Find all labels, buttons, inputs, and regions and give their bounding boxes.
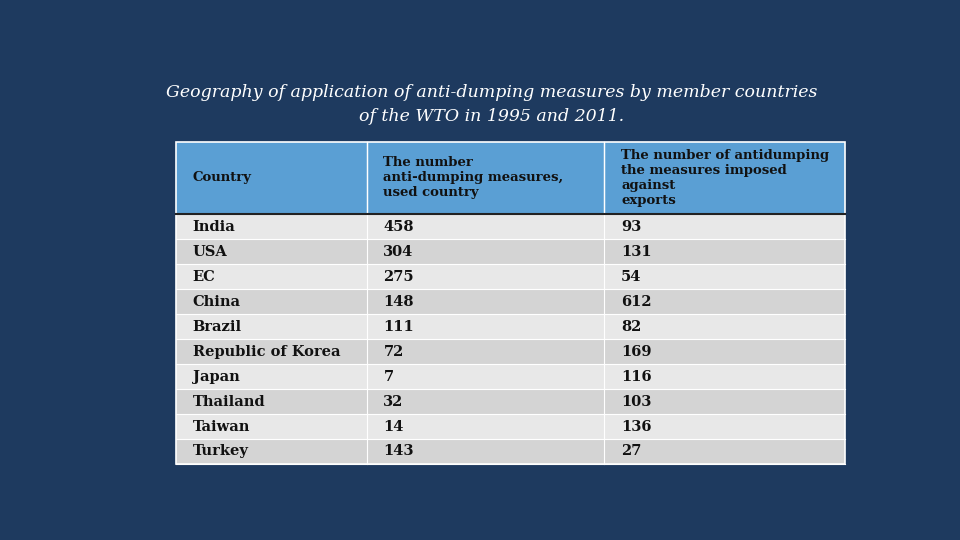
Text: Republic of Korea: Republic of Korea: [193, 345, 340, 359]
Text: 111: 111: [383, 320, 414, 334]
Text: China: China: [193, 295, 241, 309]
Bar: [176, 239, 846, 264]
Bar: [176, 389, 846, 414]
Text: 54: 54: [621, 269, 641, 284]
Text: Japan: Japan: [193, 369, 239, 383]
Text: 32: 32: [383, 395, 404, 409]
Text: EC: EC: [193, 269, 215, 284]
Text: 143: 143: [383, 444, 414, 458]
Text: Thailand: Thailand: [193, 395, 265, 409]
Text: 304: 304: [383, 245, 414, 259]
Text: The number of antidumping
the measures imposed
against
exports: The number of antidumping the measures i…: [621, 149, 829, 207]
Text: 14: 14: [383, 420, 404, 434]
Text: 612: 612: [621, 295, 652, 309]
Text: Geography of application of anti-dumping measures by member countries: Geography of application of anti-dumping…: [166, 84, 818, 100]
Bar: [176, 289, 846, 314]
Text: 82: 82: [621, 320, 641, 334]
Bar: [176, 414, 846, 439]
Text: Taiwan: Taiwan: [193, 420, 250, 434]
Text: 275: 275: [383, 269, 414, 284]
Text: Brazil: Brazil: [193, 320, 242, 334]
Text: India: India: [193, 220, 235, 234]
Bar: [176, 339, 846, 364]
Bar: [176, 314, 846, 339]
Text: 27: 27: [621, 444, 641, 458]
Bar: [176, 141, 846, 214]
Text: 103: 103: [621, 395, 652, 409]
Bar: [176, 264, 846, 289]
Text: 136: 136: [621, 420, 652, 434]
Bar: [176, 214, 846, 239]
Text: USA: USA: [193, 245, 228, 259]
Bar: [176, 364, 846, 389]
Text: 169: 169: [621, 345, 652, 359]
Text: 93: 93: [621, 220, 641, 234]
Text: 7: 7: [383, 369, 394, 383]
Text: 148: 148: [383, 295, 414, 309]
Text: 131: 131: [621, 245, 652, 259]
Bar: [176, 439, 846, 464]
Text: Turkey: Turkey: [193, 444, 249, 458]
Text: Country: Country: [193, 172, 252, 185]
Text: of the WTO in 1995 and 2011.: of the WTO in 1995 and 2011.: [359, 109, 625, 125]
Bar: [176, 141, 846, 464]
Text: The number
anti-dumping measures,
used country: The number anti-dumping measures, used c…: [383, 157, 564, 199]
Text: 72: 72: [383, 345, 404, 359]
Text: 116: 116: [621, 369, 652, 383]
Text: 458: 458: [383, 220, 414, 234]
